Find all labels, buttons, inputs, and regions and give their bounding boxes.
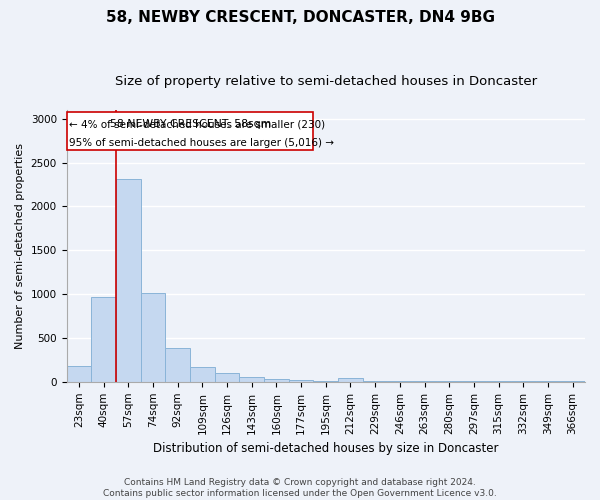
Bar — [264, 379, 289, 382]
Bar — [289, 380, 313, 382]
Y-axis label: Number of semi-detached properties: Number of semi-detached properties — [15, 143, 25, 349]
X-axis label: Distribution of semi-detached houses by size in Doncaster: Distribution of semi-detached houses by … — [153, 442, 499, 455]
Bar — [165, 348, 190, 382]
Bar — [338, 378, 363, 382]
Bar — [215, 374, 239, 382]
Bar — [116, 180, 140, 382]
Title: Size of property relative to semi-detached houses in Doncaster: Size of property relative to semi-detach… — [115, 75, 537, 88]
Text: 58 NEWBY CRESCENT: 58sqm: 58 NEWBY CRESCENT: 58sqm — [110, 119, 271, 129]
Bar — [313, 381, 338, 382]
Bar — [140, 293, 165, 382]
Bar — [190, 368, 215, 382]
Text: Contains HM Land Registry data © Crown copyright and database right 2024.
Contai: Contains HM Land Registry data © Crown c… — [103, 478, 497, 498]
Bar — [67, 366, 91, 382]
Text: 95% of semi-detached houses are larger (5,016) →: 95% of semi-detached houses are larger (… — [70, 138, 334, 148]
FancyBboxPatch shape — [67, 112, 313, 150]
Text: ← 4% of semi-detached houses are smaller (230): ← 4% of semi-detached houses are smaller… — [70, 120, 326, 130]
Text: 58, NEWBY CRESCENT, DONCASTER, DN4 9BG: 58, NEWBY CRESCENT, DONCASTER, DN4 9BG — [106, 10, 494, 25]
Bar — [239, 377, 264, 382]
Bar — [91, 297, 116, 382]
